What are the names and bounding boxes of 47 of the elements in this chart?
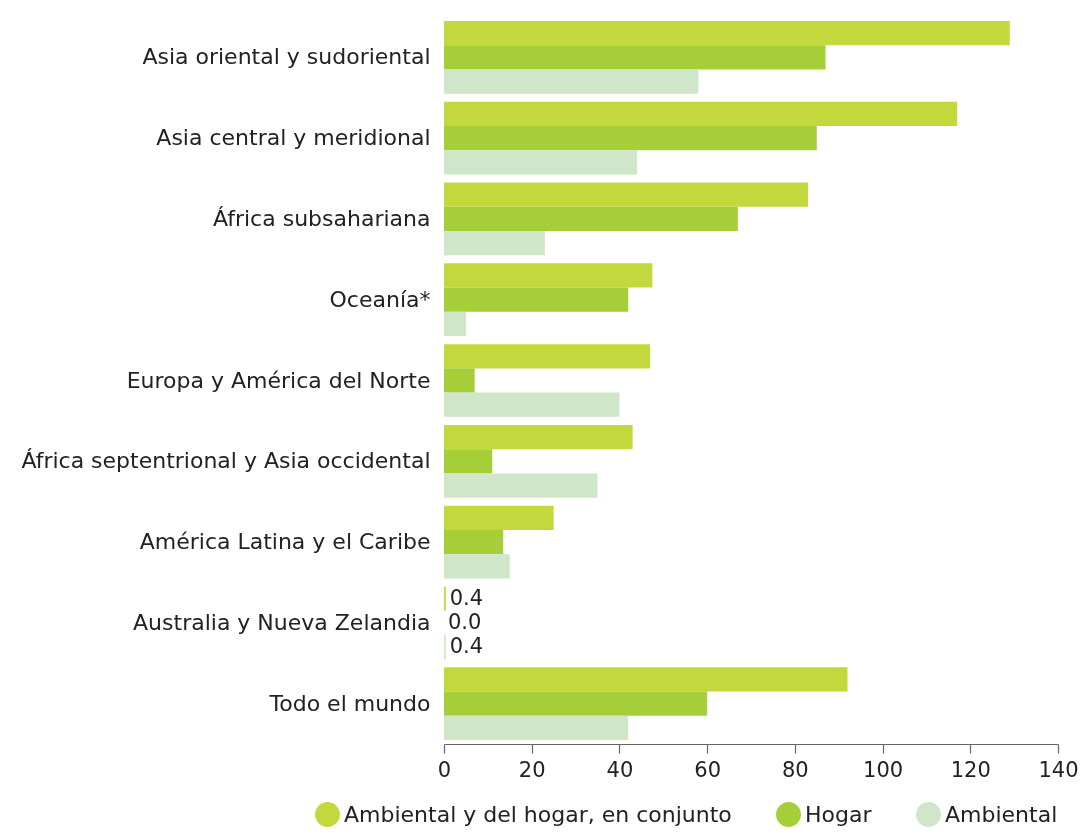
bar: [444, 206, 738, 232]
bar: [444, 182, 809, 207]
y-tick-label: África subsahariana: [212, 205, 431, 231]
bar: [444, 368, 475, 393]
bar: [444, 45, 826, 70]
bar: [444, 667, 848, 692]
bar: [444, 691, 708, 716]
x-tick-label: 60: [694, 757, 722, 782]
y-tick-label: Australia y Nueva Zelandia: [133, 609, 431, 635]
bar: [444, 69, 699, 94]
y-tick-label: África septentrional y Asia occidental: [21, 448, 431, 474]
y-tick-label: Europa y América del Norte: [126, 367, 431, 393]
bar: [444, 311, 466, 337]
bar: [444, 126, 817, 151]
bar: [444, 21, 1010, 46]
bar: [444, 101, 958, 127]
bar: [444, 150, 637, 175]
legend-label: Ambiental y del hogar, en conjunto: [344, 801, 732, 827]
x-tick-label: 120: [950, 757, 991, 782]
x-tick-label: 100: [863, 757, 904, 782]
data-label: 0.4: [449, 585, 484, 610]
data-label: 0.4: [449, 634, 484, 659]
y-tick-label: Asia oriental y sudoriental: [142, 44, 431, 70]
bar: [444, 344, 651, 369]
x-tick-label: 0: [437, 757, 452, 782]
bar: [444, 287, 629, 312]
bar: [444, 392, 620, 417]
y-tick-label: América Latina y el Caribe: [139, 529, 431, 555]
x-tick-label: 20: [518, 757, 546, 782]
data-label: 0.0: [448, 609, 482, 634]
bar: [444, 473, 598, 498]
y-tick-label: Todo el mundo: [268, 690, 431, 716]
y-tick-label: Asia central y meridional: [156, 125, 431, 151]
bar: [444, 715, 629, 740]
bar: [444, 529, 504, 555]
bar: [444, 263, 653, 288]
legend-label: Hogar: [805, 801, 873, 827]
x-tick-label: 80: [781, 757, 809, 782]
y-tick-label: Oceanía*: [329, 286, 431, 312]
bar: [444, 424, 633, 450]
x-tick-label: 40: [606, 757, 634, 782]
bar: [444, 231, 545, 256]
bar: [444, 554, 510, 579]
legend-label: Ambiental: [945, 801, 1058, 827]
bar: [444, 505, 554, 530]
x-tick-label: 140: [1038, 757, 1079, 782]
bar: [444, 449, 493, 474]
